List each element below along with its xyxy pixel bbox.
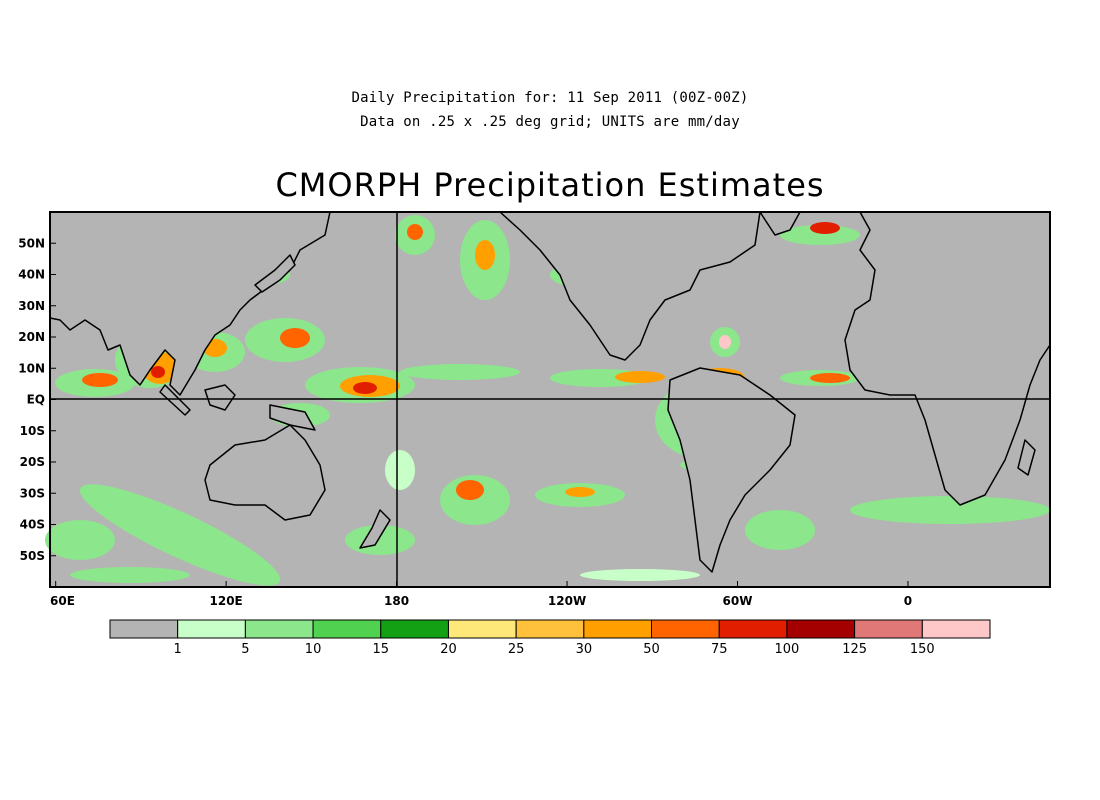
colorbar-label: 125	[842, 642, 867, 657]
colorbar-label: 150	[910, 642, 935, 657]
colorbar-label: 100	[775, 642, 800, 657]
latitude-axis: 50N 40N 30N 20N 10N EQ 10S 20S 30S 40S 50S	[18, 236, 56, 563]
colorbar-label: 5	[241, 642, 249, 657]
lat-tick-label: 50S	[20, 549, 45, 563]
lat-tick-label: 30S	[20, 486, 45, 500]
colorbar-label: 75	[711, 642, 728, 657]
lat-tick-label: 10N	[18, 361, 45, 375]
colorbar-swatch	[583, 619, 653, 639]
colorbar-label: 1	[174, 642, 182, 657]
colorbar-label: 15	[372, 642, 389, 657]
colorbar-label: 25	[508, 642, 525, 657]
colorbar-swatch	[921, 619, 991, 639]
lon-tick-label: 120E	[210, 594, 243, 608]
colorbar-swatch	[854, 619, 923, 639]
lon-tick-label: 180	[384, 594, 409, 608]
colorbar-label: 10	[305, 642, 322, 657]
colorbar-label: 30	[576, 642, 593, 657]
colorbar-swatch	[447, 619, 517, 639]
lat-tick-label: 40S	[20, 518, 45, 532]
colorbar-swatch	[380, 619, 449, 639]
colorbar-swatch	[244, 619, 314, 639]
colorbar-swatch	[786, 619, 856, 639]
subtitle-date: Daily Precipitation for: 11 Sep 2011 (00…	[351, 90, 749, 106]
lon-tick-label: 0	[904, 594, 912, 608]
colorbar-swatch	[718, 619, 788, 639]
lat-tick-label: 50N	[18, 236, 45, 250]
new-zealand-outline	[359, 509, 391, 549]
colorbar-swatch	[109, 619, 179, 639]
colorbar-label: 50	[643, 642, 660, 657]
lon-tick-label: 120W	[548, 594, 586, 608]
japan-outline	[254, 254, 296, 293]
colorbar-swatch	[177, 619, 246, 639]
colorbar-swatch	[651, 619, 720, 639]
europe-africa-outline	[844, 211, 1051, 506]
colorbar: 1 5 10 15 20 25 30 50 75 100 125 150	[109, 619, 991, 657]
lat-tick-label: 10S	[20, 424, 45, 438]
colorbar-label: 20	[440, 642, 457, 657]
map-title: CMORPH Precipitation Estimates	[275, 166, 825, 204]
colorbar-swatch	[312, 619, 382, 639]
lat-tick-label: 20S	[20, 455, 45, 469]
lat-tick-label: 40N	[18, 268, 45, 282]
lon-tick-label: 60W	[723, 594, 753, 608]
longitude-axis: 60E 120E 180 120W 60W 0	[50, 581, 912, 608]
new-guinea-outline	[269, 404, 316, 431]
subtitle-units: Data on .25 x .25 deg grid; UNITS are mm…	[360, 114, 740, 130]
lat-tick-label: 30N	[18, 299, 45, 313]
sumatra-outline	[159, 384, 191, 416]
lon-tick-label: 60E	[50, 594, 75, 608]
lat-tick-label: EQ	[27, 393, 45, 407]
madagascar-outline	[1017, 439, 1036, 476]
borneo-outline	[204, 384, 236, 411]
north-america-outline	[499, 211, 761, 361]
australia-outline	[204, 424, 326, 521]
colorbar-swatch	[515, 619, 585, 639]
south-america-outline	[667, 367, 796, 573]
lat-tick-label: 20N	[18, 330, 45, 344]
coastlines	[49, 211, 1051, 573]
